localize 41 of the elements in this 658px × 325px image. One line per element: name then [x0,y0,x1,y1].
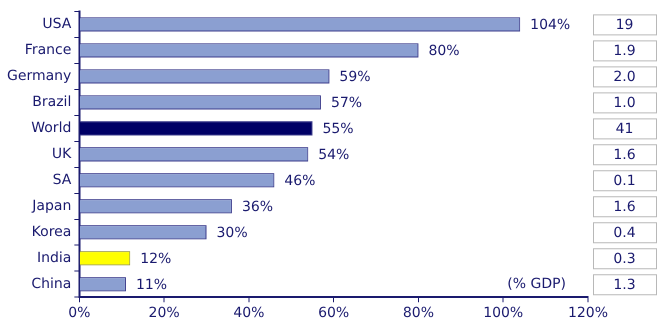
text: 0.4 [613,224,636,241]
text: 2.0 [613,68,636,85]
y-tick-label: Korea [32,224,72,240]
x-tick-label: 60% [318,305,350,322]
data-label: 80% [428,43,460,60]
data-label: 57% [330,94,362,111]
text: 19 [616,17,634,34]
x-tick-label: 40% [233,305,264,322]
x-tick-label: 80% [402,305,434,322]
y-tick-label: Japan [31,198,72,214]
text: 1.9 [613,43,636,60]
text: 1.0 [613,94,636,111]
y-tick-label: SA [52,172,72,188]
x-tick-label: 120% [568,305,608,322]
text: 1.3 [613,276,636,293]
data-label: 36% [242,198,274,215]
x-tick-label: 100% [483,305,524,322]
y-tick-label: France [24,42,72,58]
annotation: (% GDP) [507,276,566,292]
y-tick-label: World [31,120,72,136]
y-tick-label: Germany [6,68,72,84]
y-tick-label: China [31,276,72,292]
data-label: 30% [216,224,248,241]
data-label: 59% [339,68,371,85]
data-label: 54% [318,146,350,163]
y-tick-label: USA [42,16,72,32]
y-tick-label: Brazil [32,94,72,110]
y-tick-label: India [36,250,72,266]
text: 1.6 [613,198,636,215]
x-tick-label: 20% [148,305,180,322]
data-label: 55% [322,120,354,137]
text: 0.3 [613,250,636,267]
data-label: 104% [530,17,570,34]
x-tick-label: 0% [68,305,90,322]
data-label: 11% [136,276,168,293]
y-tick-label: UK [52,146,72,162]
text: 1.6 [613,146,636,163]
text: 41 [616,120,634,137]
data-label: 46% [284,172,316,189]
text: 0.1 [613,172,636,189]
data-label: 12% [140,250,172,267]
